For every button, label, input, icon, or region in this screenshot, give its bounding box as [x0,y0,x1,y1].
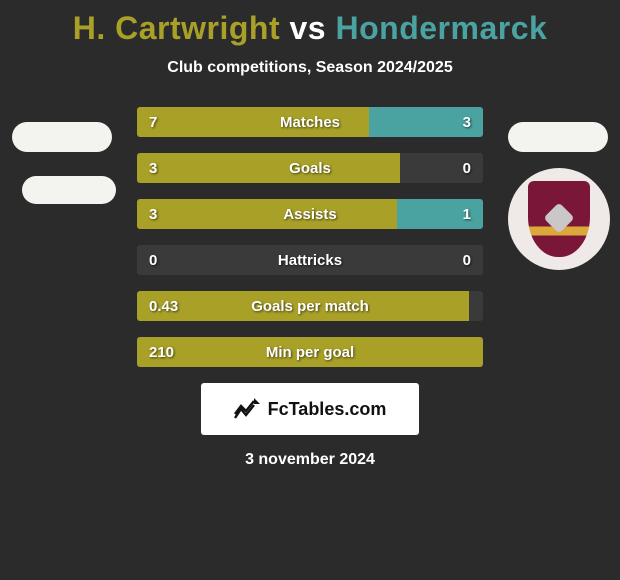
stat-label: Goals per match [137,291,483,321]
left-badge-2 [22,176,116,204]
club-crest-icon [528,181,590,257]
brand-card: FcTables.com [201,383,419,435]
stat-value-right: 1 [463,199,471,229]
stat-value-right: 0 [463,153,471,183]
stat-row: Min per goal210 [137,337,483,367]
stat-row: Assists3 1 [137,199,483,229]
title-vs: vs [290,10,327,46]
subtitle: Club competitions, Season 2024/2025 [0,59,620,77]
stat-value-left: 7 [149,107,157,137]
stat-label: Min per goal [137,337,483,367]
right-badge-1 [508,122,608,152]
stat-label: Assists [137,199,483,229]
stat-label: Goals [137,153,483,183]
right-crest-badge [508,168,610,270]
footer-date: 3 november 2024 [0,451,620,469]
stat-row: Hattricks0 0 [137,245,483,275]
stat-value-left: 210 [149,337,174,367]
stat-row: Goals per match0.43 [137,291,483,321]
stat-label: Hattricks [137,245,483,275]
stats-container: Matches73Goals30Assists31Hattricks00Goal… [137,107,483,367]
stat-row: Matches7 3 [137,107,483,137]
stat-value-right: 0 [463,245,471,275]
left-badge-1 [12,122,112,152]
stat-value-left: 3 [149,199,157,229]
page-title: H. Cartwright vs Hondermarck [0,0,620,47]
title-right-name: Hondermarck [335,10,547,46]
stat-value-right: 3 [463,107,471,137]
stat-row: Goals3 0 [137,153,483,183]
brand-text: FcTables.com [268,399,387,420]
brand-logo-icon [234,398,260,420]
stat-value-left: 0.43 [149,291,178,321]
stat-value-left: 3 [149,153,157,183]
stat-value-left: 0 [149,245,157,275]
stat-label: Matches [137,107,483,137]
title-left-name: H. Cartwright [73,10,280,46]
